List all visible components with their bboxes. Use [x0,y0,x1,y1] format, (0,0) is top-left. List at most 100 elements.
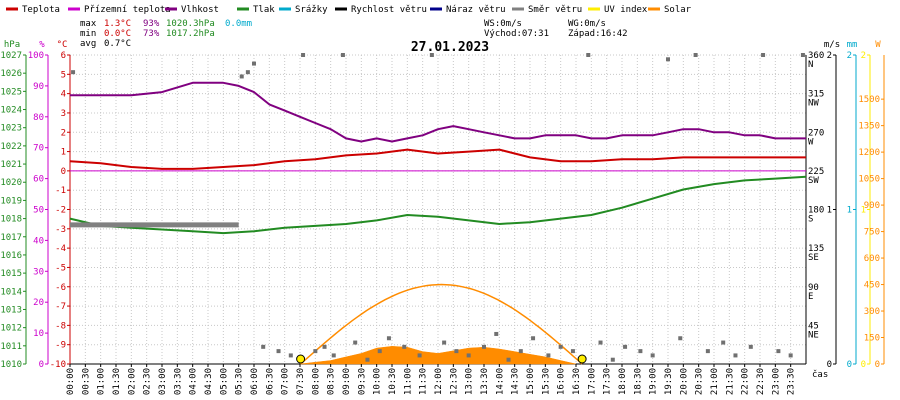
tick-label-temperature: 5 [61,70,66,80]
tick-label-pressure: 1016 [0,251,22,261]
axis-label-wind: m/s [824,40,840,50]
axes: 1010101110121013101410151016101710181019… [0,40,885,370]
tick-label-direction: 315 [808,90,824,100]
tick-label-pressure: 1019 [0,196,22,206]
tick-label-compass: NE [808,330,819,340]
x-tick-label: 08:30 [327,368,337,395]
x-tick-label: 05:30 [235,368,245,395]
wind-direction-point [276,349,281,354]
stats-panel: max min avg 1.3°C 0.0°C 0.7°C 93% 73% 10… [80,19,252,49]
tick-label-solar: 750 [864,228,880,238]
tick-label-uv: 1 [861,206,866,216]
wind-direction-point [678,336,683,341]
tick-label-pressure: 1026 [0,69,22,79]
tick-label-pressure: 1022 [0,142,22,152]
wind-direction-point [666,57,670,62]
axis-label-solar: W [875,40,881,50]
x-tick-label: 09:30 [357,368,367,395]
tick-label-direction: 225 [808,167,824,177]
tick-label-compass: W [808,137,814,147]
stat-min-press: 1017.2hPa [166,29,215,39]
sunrise-text: Východ:07:31 [484,29,549,39]
tick-label-temperature: 6 [61,51,66,61]
legend-label-6: Náraz větru [446,5,506,15]
series-solar-max [300,283,583,365]
legend-label-7: Směr větru [528,5,582,15]
x-tick-label: 13:30 [480,368,490,395]
series-Vlhkost [70,81,806,143]
tick-label-humidity: 90 [33,82,44,92]
x-tick-label: 14:00 [495,368,505,395]
stat-min-hum: 73% [143,29,160,39]
wind-direction-point [429,53,434,57]
tick-label-compass: SW [808,176,819,186]
wind-direction-point [288,353,293,358]
tick-label-temperature: -8 [55,321,66,331]
x-tick-label: 15:00 [526,368,536,395]
tick-label-compass: S [808,215,813,225]
x-tick-label: 03:00 [158,368,168,395]
x-tick-label: 00:30 [81,368,91,395]
x-tick-label: 20:30 [695,368,705,395]
wind-direction-point [417,353,422,358]
tick-label-solar: 600 [864,254,880,264]
x-tick-label: 17:00 [587,368,597,395]
tick-label-pressure: 1024 [0,106,22,116]
tick-label-pressure: 1013 [0,305,22,315]
legend-label-9: Solar [664,5,692,15]
wind-direction-point [365,357,370,362]
wind-direction-point [506,357,511,362]
axis-label-temperature: °C [57,40,68,50]
chart-title: 27.01.2023 [411,40,489,55]
legend-label-2: Vlhkost [181,5,219,15]
wind-direction-point [623,344,628,349]
tick-label-temperature: -7 [55,302,66,312]
x-axis: 00:00 00:30 01:00 01:30 02:00 02:30 03:00 03:30… [66,364,797,395]
tick-label-solar: 1050 [858,175,880,185]
wind-direction-point [761,53,766,57]
wind-direction-point [610,357,615,362]
tick-label-pressure: 1014 [0,287,22,297]
legend-label-5: Rychlost větru [351,5,427,15]
x-tick-label: 01:30 [112,368,122,395]
tick-label-compass: E [808,292,813,302]
tick-label-temperature: -6 [55,283,66,293]
wind-direction-point [386,336,391,341]
tick-label-pressure: 1012 [0,324,22,334]
x-tick-label: 09:00 [342,368,352,395]
tick-label-solar: 1500 [858,95,880,105]
plot-area [69,53,807,365]
x-tick-label: 23:30 [787,368,797,395]
x-tick-label: 23:00 [771,368,781,395]
wind-direction-point [402,344,407,349]
tick-label-pressure: 1017 [0,233,22,243]
tick-label-temperature: -9 [55,341,66,351]
tick-label-humidity: 20 [33,298,44,308]
wind-direction-point [733,353,738,358]
wind-direction-point [301,53,306,57]
x-tick-label: 01:00 [97,368,107,395]
wind-gust-text: WG:0m/s [568,19,606,29]
tick-label-humidity: 0 [39,360,44,370]
tick-label-solar: 150 [864,334,880,344]
x-tick-label: 19:00 [649,368,659,395]
wind-direction-point [518,349,523,354]
stat-max-temp: 1.3°C [104,19,131,29]
x-tick-label: 21:30 [725,368,735,395]
wind-direction-point [239,74,244,79]
tick-label-solar: 1200 [858,148,880,158]
x-tick-label: 00:00 [66,368,76,395]
tick-label-pressure: 1020 [0,178,22,188]
wind-direction-point [353,340,358,345]
wind-direction-point [331,353,336,358]
x-tick-label: 02:30 [143,368,153,395]
stat-avg-label: avg [80,39,96,49]
tick-label-wind: 2 [827,51,832,61]
stat-max-press: 1020.3hPa [166,19,215,29]
sunset-marker [577,354,587,364]
x-axis-label: čas [812,369,828,380]
x-tick-label: 19:30 [664,368,674,395]
tick-label-uv: 0 [861,360,866,370]
tick-label-temperature: 4 [61,90,66,100]
